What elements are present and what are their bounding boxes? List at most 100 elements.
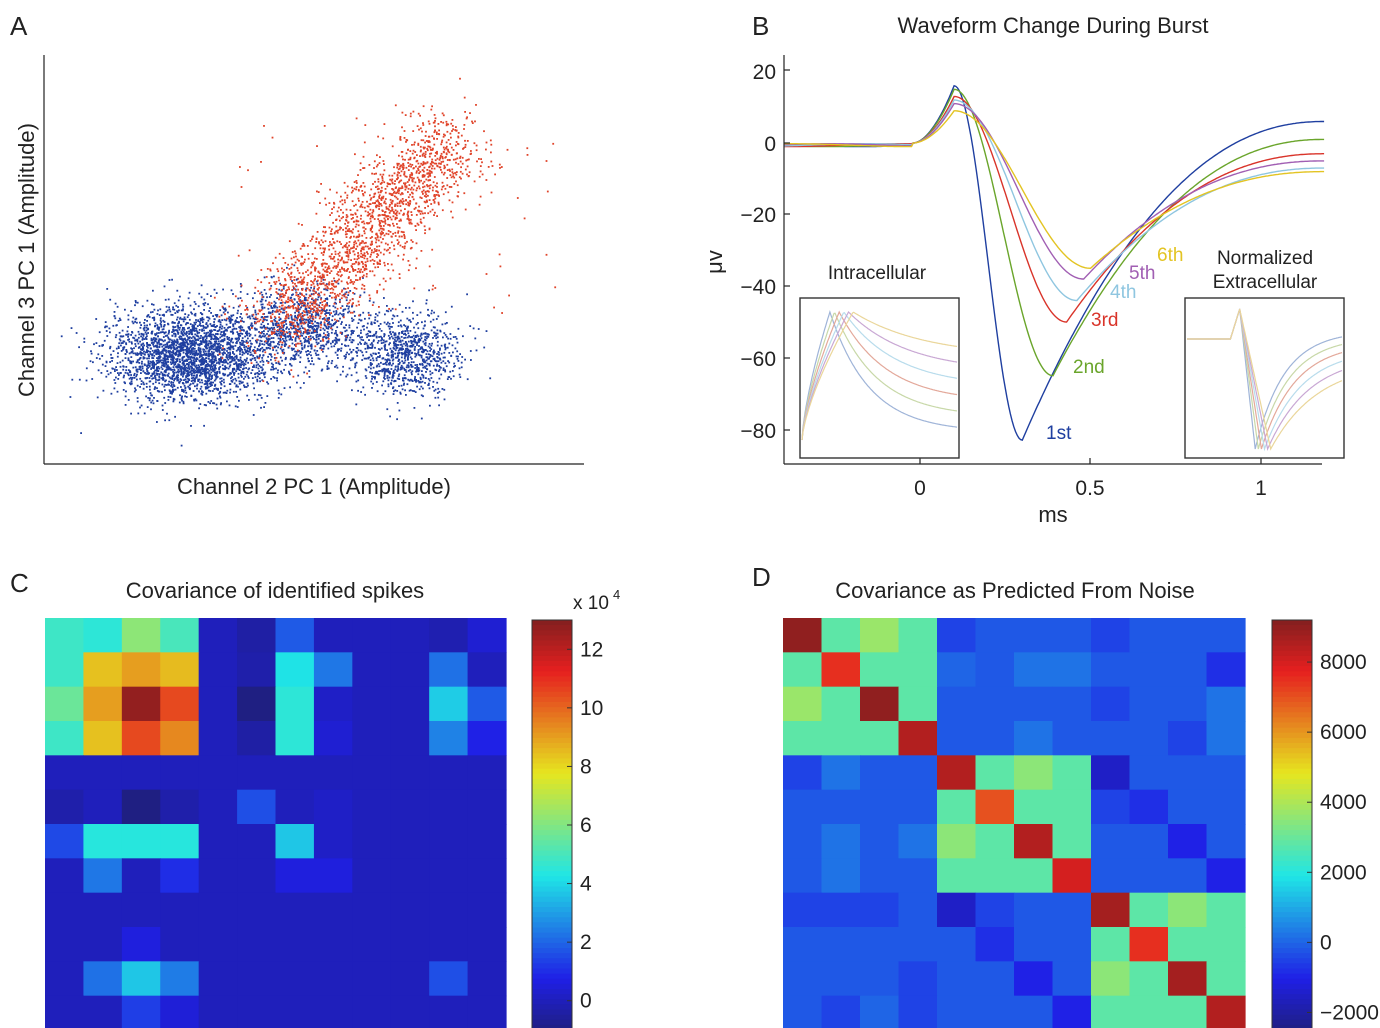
scatter-point-blue (273, 275, 275, 278)
scatter-point-blue (419, 378, 422, 380)
scatter-point-blue (148, 357, 150, 360)
scatter-point-blue (375, 381, 378, 383)
scatter-point-blue (158, 373, 161, 375)
scatter-point-red (298, 337, 301, 340)
scatter-point-blue (365, 333, 368, 336)
scatter-point-blue (327, 327, 330, 330)
scatter-point-blue (205, 342, 208, 345)
scatter-point-blue (313, 349, 316, 352)
scatter-point-red (259, 332, 262, 334)
scatter-point-blue (387, 358, 389, 361)
scatter-point-blue (235, 364, 238, 367)
scatter-point-red (313, 290, 316, 293)
scatter-point-red (416, 176, 419, 179)
scatter-point-blue (316, 329, 318, 331)
scatter-point-blue (196, 383, 199, 386)
scatter-point-blue (305, 308, 307, 311)
scatter-point-blue (443, 351, 446, 354)
scatter-point-blue (155, 360, 158, 362)
scatter-point-blue (443, 398, 446, 401)
scatter-point-blue (137, 412, 140, 415)
scatter-point-blue (237, 305, 240, 308)
scatter-point-blue (234, 405, 237, 408)
scatter-point-red (403, 237, 406, 239)
scatter-point-blue (290, 316, 293, 319)
scatter-point-blue (309, 325, 311, 328)
scatter-point-blue (207, 363, 209, 365)
scatter-point-blue (117, 352, 119, 355)
scatter-point-blue (287, 317, 290, 320)
scatter-point-blue (263, 406, 265, 408)
scatter-point-blue (363, 328, 365, 331)
scatter-point-blue (158, 329, 160, 331)
scatter-point-blue (122, 335, 125, 338)
scatter-point-blue (185, 332, 188, 335)
scatter-point-blue (171, 391, 173, 394)
scatter-point-blue (295, 353, 298, 355)
scatter-point-blue (210, 361, 213, 364)
scatter-point-blue (299, 340, 302, 342)
scatter-point-blue (307, 338, 310, 340)
scatter-point-blue (308, 370, 311, 372)
scatter-point-blue (294, 337, 297, 339)
scatter-point-blue (165, 351, 168, 354)
scatter-point-blue (153, 351, 155, 354)
scatter-point-blue (429, 320, 432, 323)
scatter-point-blue (245, 386, 248, 388)
scatter-point-blue (193, 337, 196, 340)
scatter-point-blue (241, 333, 244, 335)
scatter-point-blue (162, 362, 164, 364)
scatter-point-blue (359, 314, 361, 317)
scatter-point-blue (228, 319, 231, 321)
scatter-point-blue (443, 344, 446, 347)
scatter-point-red (396, 223, 398, 225)
scatter-point-blue (299, 293, 302, 295)
scatter-point-blue (290, 324, 293, 327)
scatter-point-blue (196, 367, 198, 370)
scatter-point-blue (205, 346, 207, 349)
scatter-point-blue (343, 355, 346, 357)
scatter-point-blue (388, 376, 391, 379)
scatter-point-blue (184, 345, 187, 348)
scatter-point-blue (378, 311, 381, 314)
scatter-point-blue (163, 324, 166, 327)
scatter-point-blue (147, 353, 150, 356)
scatter-point-blue (163, 314, 165, 317)
scatter-point-blue (153, 319, 156, 322)
scatter-point-blue (222, 340, 225, 343)
scatter-point-blue (162, 331, 164, 333)
scatter-point-blue (209, 382, 212, 385)
scatter-point-blue (214, 357, 217, 360)
scatter-point-blue (185, 331, 188, 333)
scatter-point-blue (106, 335, 109, 337)
scatter-point-blue (181, 329, 184, 331)
scatter-point-blue (325, 312, 328, 314)
scatter-point-blue (188, 291, 191, 294)
scatter-point-blue (197, 348, 200, 351)
scatter-point-blue (223, 308, 225, 310)
scatter-point-blue (404, 344, 407, 347)
scatter-point-blue (226, 400, 228, 403)
scatter-point-blue (284, 342, 287, 345)
scatter-point-blue (215, 387, 217, 390)
scatter-point-blue (132, 316, 135, 319)
scatter-point-blue (232, 357, 235, 359)
scatter-point-blue (154, 345, 157, 348)
scatter-point-blue (131, 320, 134, 323)
scatter-point-blue (121, 342, 124, 344)
scatter-point-blue (169, 392, 172, 395)
scatter-point-blue (163, 365, 166, 368)
scatter-point-red (363, 232, 366, 235)
scatter-point-blue (145, 333, 148, 335)
scatter-point-blue (191, 343, 194, 346)
scatter-point-blue (347, 311, 349, 314)
scatter-point-blue (388, 327, 391, 330)
scatter-point-blue (164, 349, 166, 352)
scatter-point-blue (119, 335, 122, 338)
scatter-point-blue (178, 336, 181, 339)
scatter-point-blue (280, 295, 283, 298)
scatter-point-blue (399, 391, 402, 394)
scatter-point-blue (235, 349, 238, 352)
scatter-point-blue (236, 337, 239, 340)
scatter-point-blue (348, 310, 351, 313)
